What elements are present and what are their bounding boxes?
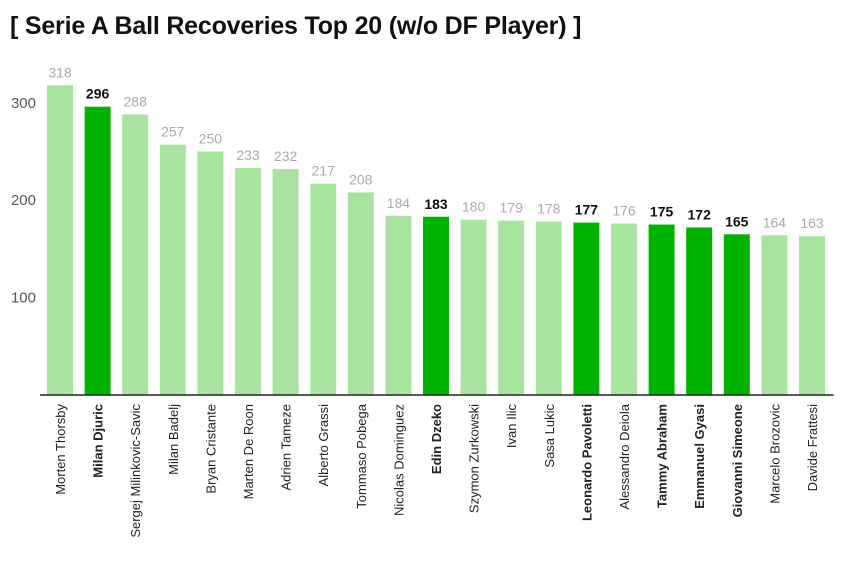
value-label: 177	[575, 202, 599, 218]
category-label: Adrien Tameze	[279, 404, 294, 490]
bar	[460, 219, 487, 395]
category-label: Morten Thorsby	[53, 404, 68, 495]
bar	[197, 151, 224, 395]
value-label: 217	[312, 163, 336, 179]
category-label: Sergej Milinkovic-Savic	[128, 404, 143, 538]
category-label: Giovanni Simeone	[730, 404, 745, 517]
y-tick-label: 300	[11, 95, 36, 112]
y-tick-label: 100	[11, 290, 36, 307]
category-label: Leonardo Pavoletti	[579, 404, 594, 521]
value-labels: 318 296 288 257 250 233 232 217 208 184 183 180 179 1…	[48, 64, 824, 231]
category-label: Sasa Lukic	[542, 404, 557, 468]
category-labels: Morten Thorsby Milan Djuric Sergej Milinko…	[53, 403, 820, 537]
value-label: 183	[424, 196, 448, 212]
value-label: 165	[725, 213, 749, 229]
bar	[159, 144, 186, 395]
category-label: Milan Djuric	[91, 404, 106, 478]
category-label: Emmanuel Gyasi	[692, 404, 707, 509]
category-label: Marten De Roon	[241, 404, 256, 499]
value-label: 175	[650, 204, 674, 220]
chart-title: [ Serie A Ball Recoveries Top 20 (w/o DF…	[10, 12, 582, 40]
bar	[498, 220, 525, 395]
value-label: 163	[800, 215, 824, 231]
value-label: 178	[537, 201, 561, 217]
category-label: Tammy Abraham	[655, 404, 670, 508]
bar	[310, 183, 337, 395]
value-label: 288	[124, 93, 148, 109]
value-label: 318	[48, 64, 72, 80]
value-label: 180	[462, 199, 486, 215]
value-label: 208	[349, 171, 373, 187]
bar	[723, 234, 750, 395]
value-label: 179	[500, 200, 524, 216]
y-axis-ticks: 100 200 300	[11, 95, 36, 307]
bar	[573, 222, 600, 395]
value-label: 233	[236, 147, 260, 163]
category-label: Milan Badelj	[166, 404, 181, 475]
category-label: Edin Dzeko	[429, 404, 444, 474]
category-label: Alessandro Deiola	[617, 403, 632, 509]
bar	[761, 235, 788, 395]
category-label: Alberto Grassi	[316, 404, 331, 486]
value-label: 250	[199, 131, 223, 147]
bar	[535, 221, 562, 395]
bar	[423, 216, 449, 395]
bars	[47, 85, 825, 396]
bar	[84, 106, 111, 396]
bar	[347, 192, 374, 395]
value-label: 184	[387, 195, 411, 211]
bar	[122, 114, 149, 395]
category-label: Marcelo Brozovic	[767, 404, 782, 504]
category-label: Tommaso Pobega	[354, 403, 369, 509]
value-label: 296	[86, 86, 110, 102]
bar	[385, 215, 412, 395]
bar	[272, 169, 299, 395]
category-label: Nicolas Dominguez	[391, 404, 406, 516]
bar	[235, 168, 261, 395]
category-label: Szymon Zurkowski	[467, 404, 482, 513]
y-tick-label: 200	[11, 192, 36, 209]
category-label: Davide Frattesi	[805, 404, 820, 492]
bar	[686, 227, 713, 395]
bar	[611, 223, 637, 395]
value-label: 164	[763, 214, 787, 230]
bar	[648, 224, 675, 395]
bar	[799, 236, 825, 395]
bar	[47, 85, 73, 395]
value-label: 232	[274, 148, 298, 164]
category-label: Bryan Cristante	[203, 404, 218, 494]
category-label: Ivan Ilic	[504, 404, 519, 449]
value-label: 172	[688, 206, 712, 222]
value-label: 257	[161, 124, 185, 140]
value-label: 176	[612, 203, 636, 219]
